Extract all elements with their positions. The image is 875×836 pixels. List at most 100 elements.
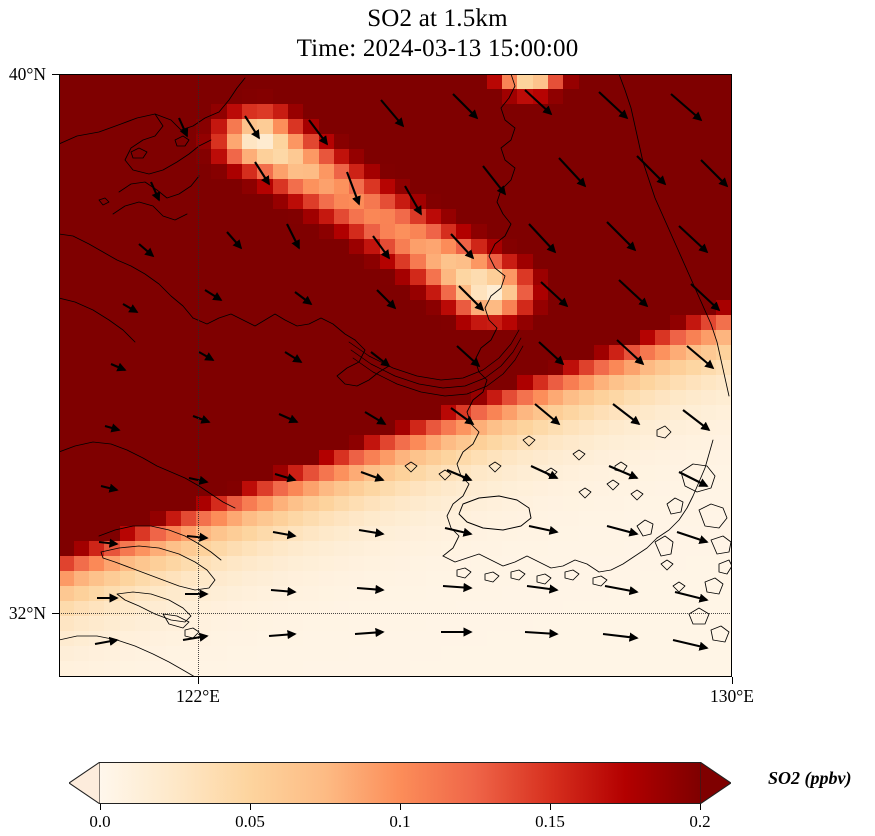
heatmap-cell	[165, 344, 182, 361]
heatmap-cell	[532, 329, 549, 346]
gridline-layer	[59, 74, 732, 677]
heatmap-cell	[517, 329, 534, 346]
heatmap-cell	[486, 224, 504, 241]
heatmap-cell	[395, 239, 412, 256]
heatmap-cell	[364, 510, 381, 527]
heatmap-cell	[165, 239, 182, 256]
heatmap-cell	[700, 435, 718, 452]
heatmap-cell	[624, 254, 641, 271]
heatmap-cell	[609, 163, 626, 180]
heatmap-cell	[456, 148, 473, 165]
heatmap-cell	[639, 420, 657, 437]
heatmap-cell	[639, 239, 657, 256]
heatmap-cell	[578, 495, 595, 512]
heatmap-cell	[502, 359, 519, 376]
heatmap-cell	[440, 329, 458, 346]
heatmap-cell	[150, 510, 167, 527]
heatmap-cell	[532, 420, 549, 437]
heatmap-cell	[609, 314, 626, 331]
heatmap-cell	[165, 375, 182, 392]
heatmap-cell	[593, 344, 611, 361]
heatmap-cell	[303, 239, 320, 256]
heatmap-cell	[364, 118, 381, 135]
heatmap-cell	[547, 284, 565, 301]
heatmap-cell	[502, 480, 519, 497]
heatmap-cell	[104, 465, 121, 482]
heatmap-cell	[609, 495, 626, 512]
heatmap-cell	[196, 495, 213, 512]
heatmap-cell	[89, 163, 106, 180]
heatmap-cell	[318, 269, 335, 286]
heatmap-cell	[655, 359, 672, 376]
heatmap-cell	[180, 314, 198, 331]
heatmap-cell	[456, 375, 473, 392]
heatmap-cell	[73, 74, 91, 90]
heatmap-cell	[104, 450, 121, 467]
heatmap-cell	[502, 284, 519, 301]
heatmap-cell	[318, 405, 335, 422]
heatmap-cell	[716, 148, 732, 165]
heatmap-cell	[226, 148, 244, 165]
colorbar[interactable]: 0.0 0.05 0.1 0.15 0.2	[69, 762, 731, 831]
heatmap-cell	[134, 480, 152, 497]
heatmap-cell	[257, 390, 274, 407]
heatmap-cell	[89, 194, 106, 211]
heatmap-cell	[578, 465, 595, 482]
title-timestamp: Time: 2024-03-13 15:00:00	[296, 34, 579, 62]
heatmap-cell	[609, 88, 626, 105]
heatmap-cell	[685, 314, 702, 331]
heatmap-cell	[517, 133, 534, 150]
heatmap-cell	[59, 344, 75, 361]
heatmap-cell	[593, 480, 611, 497]
heatmap-cell	[486, 314, 504, 331]
heatmap-cell	[119, 329, 136, 346]
heatmap-cell	[700, 314, 718, 331]
heatmap-cell	[624, 510, 641, 527]
heatmap-cell	[272, 450, 289, 467]
heatmap-cell	[578, 118, 595, 135]
heatmap-cell	[670, 344, 687, 361]
heatmap-cell	[655, 465, 672, 482]
heatmap-cell	[685, 390, 702, 407]
heatmap-cell	[685, 209, 702, 226]
heatmap-cell	[211, 254, 228, 271]
heatmap-cell	[593, 163, 611, 180]
colorbar-label: SO2 (ppbv)	[768, 768, 852, 788]
heatmap-cell	[547, 329, 565, 346]
heatmap-cell	[73, 329, 91, 346]
heatmap-cell	[364, 450, 381, 467]
heatmap-cell	[272, 133, 289, 150]
heatmap-cell	[593, 314, 611, 331]
heatmap-cell	[180, 209, 198, 226]
heatmap-cell	[517, 314, 534, 331]
heatmap-cell	[150, 133, 167, 150]
heatmap-cell	[196, 269, 213, 286]
heatmap-cell	[333, 103, 351, 120]
heatmap-cell	[517, 74, 534, 90]
heatmap-cell	[257, 314, 274, 331]
heatmap-cell	[578, 299, 595, 316]
heatmap-cell	[303, 269, 320, 286]
heatmap-cell	[89, 525, 106, 542]
heatmap-cell	[226, 480, 244, 497]
heatmap-cell	[410, 314, 427, 331]
heatmap-cell	[180, 163, 198, 180]
heatmap-cell	[104, 435, 121, 452]
heatmap-cell	[211, 118, 228, 135]
heatmap-cell	[349, 314, 366, 331]
heatmap-cell	[456, 133, 473, 150]
heatmap-cell	[563, 390, 580, 407]
heatmap-cell	[318, 74, 335, 90]
heatmap-cell	[578, 284, 595, 301]
heatmap-cell	[440, 344, 458, 361]
heatmap-cell	[333, 450, 351, 467]
heatmap-cell	[593, 254, 611, 271]
heatmap-cell	[364, 329, 381, 346]
colorbar-gradient[interactable]	[100, 762, 700, 804]
heatmap-cell	[349, 329, 366, 346]
colorbar-extend-over	[700, 762, 731, 804]
heatmap-cell	[89, 179, 106, 196]
heatmap-cell	[593, 179, 611, 196]
heatmap-cell	[119, 465, 136, 482]
heatmap-cell	[410, 118, 427, 135]
